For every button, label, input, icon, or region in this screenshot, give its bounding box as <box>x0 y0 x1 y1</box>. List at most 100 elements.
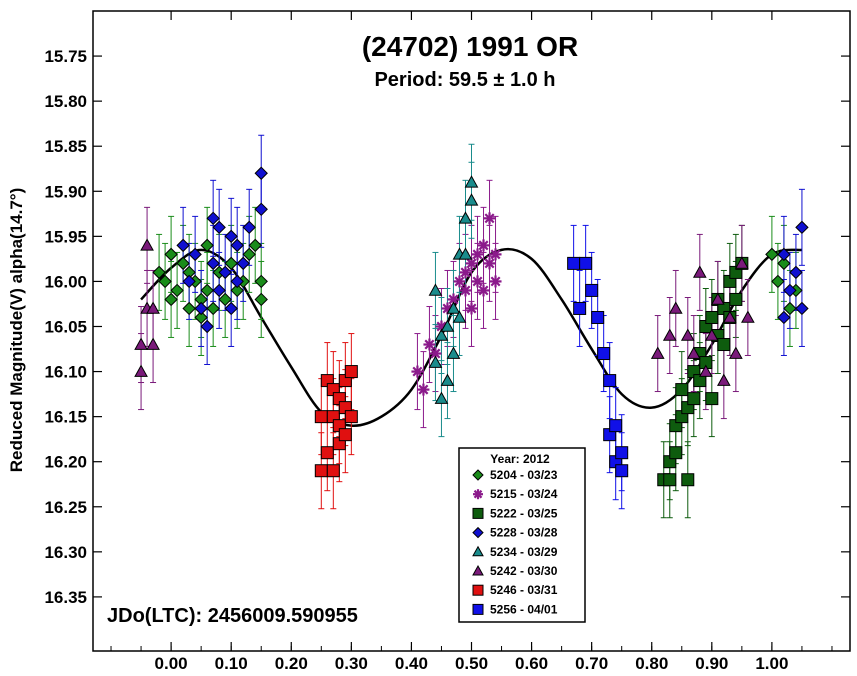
data-point <box>716 373 731 386</box>
data-point <box>428 283 443 296</box>
legend-entry-label: 5215 - 03/24 <box>490 487 558 501</box>
legend-marker <box>472 564 484 576</box>
data-point <box>206 256 220 271</box>
legend-entry-label: 5246 - 03/31 <box>490 583 558 597</box>
legend-entries: 5204 - 03/23 5215 - 03/24 5222 - 03/25 5228… <box>472 468 558 616</box>
data-point <box>458 211 473 224</box>
y-tick-label: 15.75 <box>44 47 87 66</box>
data-point <box>663 473 677 487</box>
data-point <box>200 238 214 253</box>
data-point <box>146 337 160 350</box>
data-point <box>134 364 148 377</box>
data-point <box>459 284 472 297</box>
y-tick-label: 15.90 <box>44 182 87 201</box>
data-point <box>170 283 184 298</box>
chart-title: (24702) 1991 OR <box>362 31 578 62</box>
data-point <box>182 274 196 289</box>
data-point <box>795 220 809 235</box>
y-tick-label: 15.80 <box>44 92 87 111</box>
data-point <box>254 202 268 217</box>
data-point <box>254 274 268 289</box>
data-point <box>729 292 743 306</box>
x-tick-label: 0.90 <box>695 654 728 673</box>
legend-marker <box>472 507 484 519</box>
data-point <box>218 265 232 280</box>
data-point <box>248 238 262 253</box>
data-point <box>230 283 244 298</box>
data-point <box>164 292 178 307</box>
data-point <box>710 292 725 305</box>
data-point <box>182 301 196 316</box>
y-tick-label: 16.20 <box>44 453 87 472</box>
y-tick-label: 15.95 <box>44 227 87 246</box>
data-point <box>200 319 214 334</box>
data-point <box>741 310 755 323</box>
legend-entry-label: 5234 - 03/29 <box>490 545 558 559</box>
legend-entry-label: 5228 - 03/28 <box>490 526 558 540</box>
data-point <box>134 337 148 350</box>
data-point <box>194 301 208 316</box>
data-point <box>735 256 749 269</box>
data-point <box>567 256 581 270</box>
legend-title: Year: 2012 <box>490 452 550 466</box>
data-point <box>692 265 707 278</box>
data-point <box>320 446 334 460</box>
data-point <box>765 247 779 262</box>
data-point <box>693 374 707 388</box>
data-point <box>777 310 791 325</box>
x-tick-label: 0.30 <box>335 654 368 673</box>
data-point <box>428 355 443 368</box>
data-point <box>783 301 797 316</box>
data-point <box>669 446 683 460</box>
data-point <box>705 392 719 406</box>
data-point <box>230 238 244 253</box>
data-point <box>206 301 220 316</box>
data-point <box>344 365 358 379</box>
data-point <box>242 247 256 262</box>
data-point <box>471 248 484 261</box>
data-point <box>483 212 496 225</box>
x-tick-label: 0.00 <box>155 654 188 673</box>
data-point <box>464 193 479 206</box>
y-axis-ticks: 15.75 15.80 15.85 15.90 15.95 16.00 16.05 16.10… <box>44 47 850 607</box>
x-axis-ticks: 0.00 0.10 0.20 0.30 0.40 0.50 0.60 0.70 0.80 0.90… <box>110 11 833 673</box>
data-point <box>176 238 190 253</box>
data-point <box>789 265 803 280</box>
x-tick-label: 1.00 <box>755 654 788 673</box>
data-point <box>236 256 250 271</box>
data-point <box>459 266 472 279</box>
data-point <box>158 274 172 289</box>
data-point <box>597 347 611 361</box>
data-point <box>579 256 593 270</box>
data-point <box>314 410 328 424</box>
data-point <box>224 256 238 271</box>
data-point <box>434 391 449 404</box>
chart-subtitle: Period: 59.5 ± 1.0 h <box>374 69 555 91</box>
x-tick-label: 0.20 <box>275 654 308 673</box>
data-point <box>471 275 484 288</box>
legend-entry-label: 5204 - 03/23 <box>490 468 558 482</box>
data-point <box>783 283 797 298</box>
y-tick-label: 16.30 <box>44 543 87 562</box>
legend-marker <box>472 584 484 596</box>
data-point <box>615 446 629 460</box>
data-point <box>680 328 695 341</box>
data-points-layer <box>134 134 809 519</box>
data-point <box>477 239 490 252</box>
data-point <box>254 166 268 180</box>
data-point <box>140 238 154 251</box>
data-point <box>446 346 461 359</box>
data-point <box>326 464 340 478</box>
data-point <box>686 346 701 359</box>
data-point <box>615 464 629 478</box>
data-point <box>152 265 166 280</box>
data-point <box>591 310 605 324</box>
legend-entry-label: 5242 - 03/30 <box>490 564 558 578</box>
data-point <box>603 374 617 388</box>
x-tick-label: 0.80 <box>635 654 668 673</box>
data-point <box>722 310 737 323</box>
y-tick-label: 16.25 <box>44 498 87 517</box>
data-point <box>164 247 178 262</box>
data-point <box>176 256 190 271</box>
